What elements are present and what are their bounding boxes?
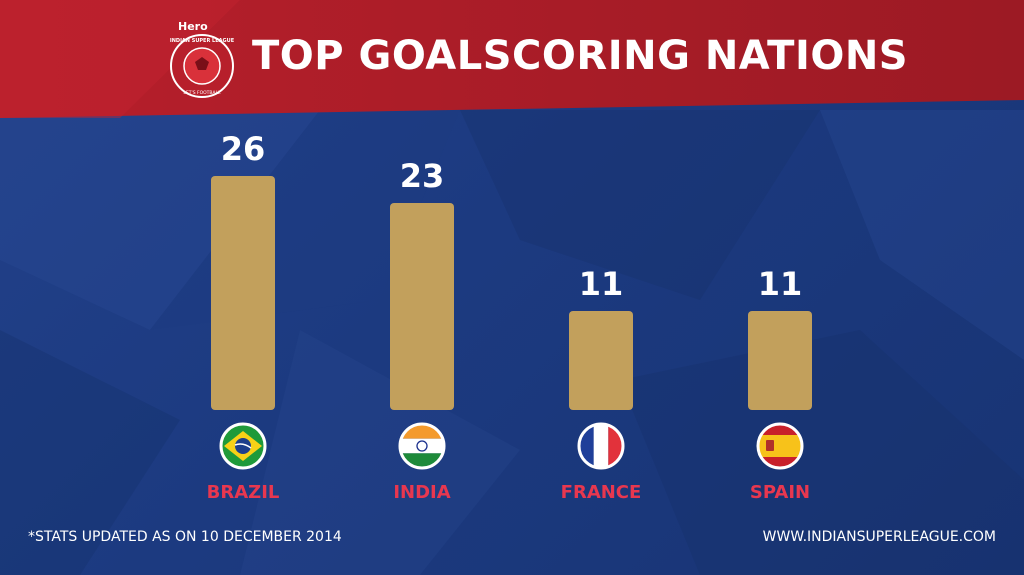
stats-footnote: *STATS UPDATED AS ON 10 DECEMBER 2014	[28, 529, 342, 545]
france-flag-icon	[577, 422, 625, 470]
category-label-india: INDIA	[393, 482, 450, 503]
india-flag-icon	[398, 422, 446, 470]
league-logo: Hero INDIAN SUPER LEAGUE LET'S FOOTBALL	[170, 20, 235, 98]
sponsor-logo-text: Hero	[178, 20, 208, 33]
value-labels-group: 26 23 11 11	[221, 130, 803, 303]
category-label-france: FRANCE	[561, 482, 642, 503]
chart-title: TOP GOALSCORING NATIONS	[252, 33, 909, 79]
flags-group	[219, 422, 804, 470]
brazil-flag-icon	[219, 422, 267, 470]
spain-flag-icon	[756, 422, 804, 470]
value-label-brazil: 26	[221, 130, 266, 168]
bar-brazil	[211, 176, 275, 410]
bar-spain	[748, 311, 812, 410]
bars-group	[211, 176, 812, 410]
category-label-spain: SPAIN	[750, 482, 810, 503]
category-labels-group: BRAZIL INDIA FRANCE SPAIN	[207, 482, 810, 503]
value-label-india: 23	[400, 157, 445, 195]
bar-france	[569, 311, 633, 410]
website-link[interactable]: WWW.INDIANSUPERLEAGUE.COM	[762, 529, 996, 545]
category-label-brazil: BRAZIL	[207, 482, 280, 503]
league-name-text: INDIAN SUPER LEAGUE	[170, 38, 235, 44]
league-tagline-text: LET'S FOOTBALL	[183, 90, 221, 96]
value-label-france: 11	[579, 265, 624, 303]
bar-india	[390, 203, 454, 410]
value-label-spain: 11	[758, 265, 803, 303]
